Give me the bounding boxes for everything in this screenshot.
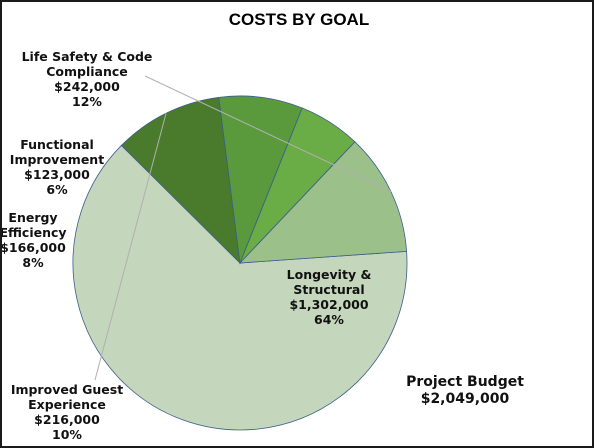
slice-value-longevity: $1,302,000 (289, 297, 369, 312)
slice-value-functional: $123,000 (24, 167, 90, 182)
pie-slice-longevity (72, 144, 408, 431)
slice-label-energy-line1: Energy (8, 210, 58, 225)
project-budget-title: Project Budget (406, 374, 524, 390)
slice-label-functional-line2: Improvement (9, 152, 105, 167)
slice-value-guest: $216,000 (34, 412, 100, 427)
slice-percent-life-safety: 12% (72, 94, 102, 109)
slice-label-longevity: Longevity & Structural $1,302,000 64% (264, 267, 394, 327)
chart-title: COSTS BY GOAL (228, 10, 370, 29)
slice-percent-functional: 6% (46, 182, 68, 197)
slice-label-energy-line2: Efficiency (0, 225, 67, 240)
slice-label-functional-improvement: Functional Improvement $123,000 6% (2, 137, 112, 197)
slice-percent-energy: 8% (22, 255, 44, 270)
slice-label-life-safety-line2: Compliance (46, 64, 128, 79)
slice-value-energy: $166,000 (0, 240, 66, 255)
pie-slice-life-safety (239, 141, 408, 264)
project-budget-value: $2,049,000 (420, 391, 510, 407)
slice-label-guest-line2: Experience (28, 397, 106, 412)
slice-label-guest-line1: Improved Guest (10, 382, 124, 397)
slice-label-guest-experience: Improved Guest Experience $216,000 10% (2, 382, 132, 442)
slice-value-life-safety: $242,000 (54, 79, 120, 94)
slice-percent-guest: 10% (52, 427, 82, 442)
slice-label-longevity-line2: Structural (293, 282, 365, 297)
leader-lines (94, 75, 392, 381)
slice-label-life-safety-line1: Life Safety & Code (21, 49, 153, 64)
slice-percent-longevity: 64% (314, 312, 344, 327)
slice-label-energy-efficiency: Energy Efficiency $166,000 8% (0, 210, 74, 270)
leader-line-guest-experience (94, 113, 167, 381)
slice-label-longevity-line1: Longevity & (286, 267, 372, 282)
slice-label-functional-line1: Functional (20, 137, 94, 152)
slice-label-life-safety: Life Safety & Code Compliance $242,000 1… (12, 49, 162, 109)
leader-line-life-safety (144, 75, 392, 193)
pie-slices (72, 95, 408, 431)
project-budget-annotation: Project Budget $2,049,000 (385, 374, 545, 408)
